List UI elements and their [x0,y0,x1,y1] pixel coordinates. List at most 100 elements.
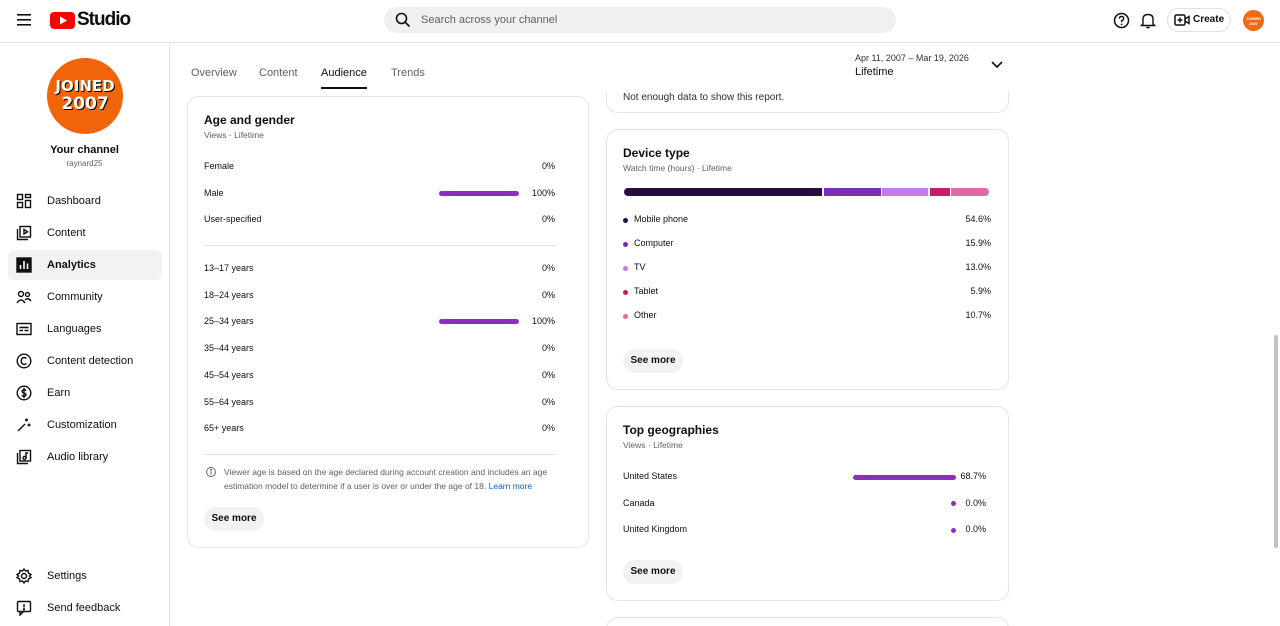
row-label: Female [204,161,235,171]
nav-icon [16,600,32,617]
nav-item[interactable]: Analytics [8,250,162,280]
country-value: 0.0% [965,524,986,535]
tab[interactable]: Audience [321,67,367,89]
nav-item[interactable]: Content [8,218,162,248]
device-label: Computer [634,238,674,248]
age-note: Viewer age is based on the age declared … [224,465,564,493]
create-label: Create [1193,14,1225,25]
nav-item[interactable]: Audio library [8,442,162,472]
nav-item[interactable]: Community [8,282,162,312]
nav-item[interactable]: Earn [8,378,162,408]
device-value: 5.9% [970,286,991,296]
search-box[interactable]: Search across your channel [384,7,896,33]
bar [439,319,519,325]
see-more-button[interactable]: See more [204,507,264,531]
nav-icon [16,225,32,241]
country-label: United States [623,471,678,481]
menu-button[interactable] [17,13,33,27]
nav-icon [15,567,33,585]
legend-dot [623,265,628,271]
nav-icon [16,257,32,273]
channel-avatar[interactable]: JOINED 2007 [47,58,123,134]
row-value: 0% [541,423,555,434]
row-label: Male [204,187,224,198]
main-content: Apr 11, 2007 – Mar 19, 2026 Lifetime Ove… [170,43,1280,626]
avatar-line: 2007 [1249,21,1258,26]
account-avatar[interactable]: JOINED 2007 [1243,10,1264,31]
tab[interactable]: Overview [191,67,237,79]
create-button[interactable]: Create [1167,8,1231,32]
tab[interactable]: Trends [391,67,425,79]
nav-item[interactable]: Settings [8,561,162,591]
device-bar-segment [823,188,881,196]
top-bar: Studio Search across your channel Create… [0,0,1280,43]
row-label: 45–54 years [204,369,254,380]
empty-message: Not enough data to show this report. [623,92,785,103]
device-value: 15.9% [965,238,991,248]
nav-icon [16,353,32,369]
device-label: Tablet [634,286,659,296]
see-more-button[interactable]: See more [623,349,683,373]
divider [204,454,557,455]
date-label[interactable]: Lifetime [855,66,894,78]
date-dropdown[interactable] [991,61,1003,69]
nav-label: Dashboard [47,195,101,207]
row-value: 0% [541,343,555,354]
nav-item[interactable]: Languages [8,314,162,344]
scrollbar[interactable] [1274,335,1278,548]
date-range[interactable]: Apr 11, 2007 – Mar 19, 2026 [855,53,969,63]
learn-more-link[interactable]: Learn more [488,481,533,491]
report-card: Not enough data to show this report. [606,91,1009,113]
see-more-button[interactable]: See more [623,560,683,584]
card-subtitle: Views · Lifetime [623,440,683,450]
row-value: 0% [541,369,555,380]
nav-item[interactable]: Content detection [8,346,162,376]
tab[interactable]: Content [259,67,298,79]
top-geographies-card: Top geographies Views · Lifetime United St… [606,406,1009,601]
nav-item[interactable]: Customization [8,410,162,440]
nav-label: Settings [47,570,87,582]
device-label: Mobile phone [634,214,689,224]
nav-item[interactable]: Dashboard [8,186,162,216]
device-bar-segment [929,188,950,196]
device-bar-segment [882,188,929,196]
badge-line: 2007 [61,94,109,114]
card-title: Age and gender [204,113,295,127]
card-title: Top geographies [623,423,719,437]
nav-icon [16,449,32,465]
next-card [606,617,1009,626]
nav-icon [16,321,32,337]
row-value: 0% [541,396,555,407]
notifications-icon[interactable] [1140,12,1156,29]
help-icon[interactable] [1113,12,1130,29]
country-label: Canada [623,497,655,508]
row-label: 35–44 years [204,343,254,354]
nav-label: Audio library [47,451,109,463]
logo-text: Studio [77,9,131,30]
nav-icon [16,193,32,209]
bar [951,527,956,533]
nav-label: Customization [47,419,117,431]
row-label: User-specified [204,214,262,225]
device-value: 10.7% [965,310,991,320]
device-bar-segment [951,188,989,196]
device-label: Other [634,310,657,320]
country-value: 68.7% [960,471,986,481]
bar [439,190,519,196]
search-placeholder: Search across your channel [421,14,558,26]
row-label: 13–17 years [204,263,254,273]
nav-icon [16,417,32,433]
legend-dot [623,313,628,319]
device-bar-segment [624,188,823,196]
nav-item[interactable]: Send feedback [8,593,162,623]
nav-label: Analytics [47,259,96,271]
row-label: 55–64 years [204,396,254,407]
youtube-logo[interactable] [50,12,75,29]
bar [951,501,956,507]
row-value: 0% [541,214,555,225]
divider [204,245,557,246]
age-gender-card: Age and gender Views · Lifetime Female 0% Ma… [187,96,589,548]
legend-dot [623,289,628,295]
sidebar: JOINED 2007 Your channel raynard25 Dashb… [0,43,170,626]
